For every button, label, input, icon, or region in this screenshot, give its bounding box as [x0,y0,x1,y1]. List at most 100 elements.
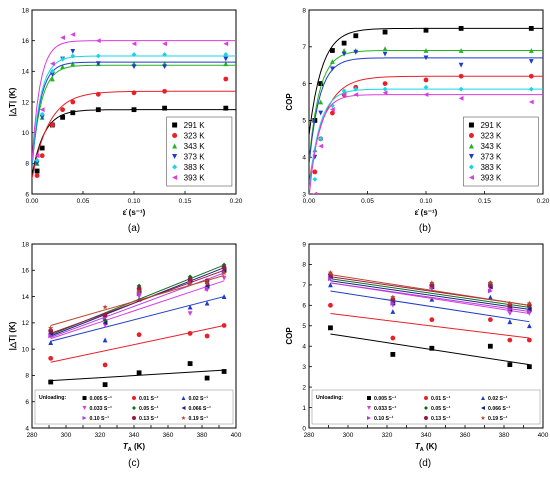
data-point [528,59,534,64]
legend-label: 343 K [480,142,502,151]
data-point [131,64,137,70]
legend-marker [468,143,474,149]
fit-line-2 [330,313,530,339]
legend-label: 0.033 S⁻¹ [374,406,397,412]
fit-line-4 [50,280,225,340]
y-tick-label: 14 [22,294,30,301]
legend-box [463,116,539,187]
fit-line-5 [330,278,530,308]
y-tick-label: 5 [302,323,306,330]
data-point [50,72,55,77]
data-point [390,352,396,357]
data-point [312,169,318,175]
legend-label: 393 K [184,174,206,183]
x-tick-label: 0.05 [77,198,90,205]
data-point [39,114,45,120]
data-point [50,76,55,82]
legend-marker [181,396,186,400]
data-point [318,110,324,116]
legend-marker [132,396,136,400]
x-tick-label: 380 [197,432,208,439]
data-point [507,311,513,316]
data-point [60,35,65,40]
legend-label: 373 K [184,153,206,162]
legend-marker [181,415,186,420]
x-tick-label: 300 [343,432,354,439]
y-tick-label: 14 [22,69,30,76]
data-point [487,288,493,294]
legend-label: 323 K [184,132,206,141]
data-point [423,27,429,33]
data-point [327,269,334,275]
y-tick-label: 10 [22,346,30,353]
data-point [204,280,210,286]
y-tick-label: 18 [22,7,30,14]
legend-label: 0.066 S⁻¹ [189,406,212,412]
fit-curve-6 [32,40,236,161]
x-axis-label: ε̇ (s⁻¹) [415,208,438,217]
legend-label: 0.033 S⁻¹ [90,406,113,412]
data-point [102,382,108,388]
data-point [102,337,108,343]
data-point [458,26,464,31]
y-tick-label: 6 [25,191,29,198]
data-point [353,49,359,55]
legend-marker [468,164,474,170]
data-point [526,309,532,314]
data-point [328,276,333,282]
x-axis-label: ε̇ (s⁻¹) [123,208,146,217]
data-point [390,300,396,306]
x-tick-label: 320 [382,432,393,439]
legend-label: 0.02 S⁻¹ [189,396,209,402]
data-point [341,88,347,94]
plot-data [327,269,532,370]
y-tick-label: 8 [302,262,306,269]
data-point [223,61,229,67]
data-point [204,375,210,381]
data-point [95,107,101,113]
data-point [187,304,193,310]
x-tick-label: 0.10 [128,198,141,205]
data-point [330,110,335,116]
y-tick-label: 7 [302,44,306,51]
data-point [39,111,45,117]
data-point [507,319,513,325]
data-point [423,55,429,61]
data-point [528,26,534,31]
data-point [223,56,229,62]
chart-panel-4: 280 300 320 340 360 380 400 0 1 2 3 4 5 6 7 8 9 COP TA (K)… [285,241,549,469]
data-point [341,48,347,53]
fit-curve-4 [32,61,236,167]
legend-label: 0.01 S⁻¹ [431,396,451,402]
data-point [382,29,388,35]
data-point [131,90,137,96]
x-tick-label: 0.00 [26,198,39,205]
y-tick-label: 18 [22,241,30,248]
data-point [95,61,101,67]
data-point [70,99,76,105]
data-point [70,53,76,59]
data-point [60,56,65,62]
data-point [423,77,429,83]
legend-label: 0.10 S⁻¹ [374,416,394,422]
legend-title: Unloading: [316,395,343,401]
data-point [341,51,347,57]
legend-label: 0.02 S⁻¹ [488,396,508,402]
data-point [328,302,333,308]
x-axis-label: TA (K) [123,442,146,453]
data-point [382,86,388,92]
data-point [487,280,493,286]
data-point [136,332,142,338]
x-tick-label: 360 [163,432,174,439]
data-point [102,362,108,368]
data-point [528,86,534,92]
data-point [70,61,76,67]
legend-label: 291 K [480,121,502,130]
chart-panel-2: 0.00 0.05 0.10 0.15 0.20 3 4 5 6 7 8 COP ε̇ (s⁻¹) (b)… [285,7,550,234]
fit-curve-2 [309,75,543,184]
y-tick-label: 4 [302,155,306,162]
